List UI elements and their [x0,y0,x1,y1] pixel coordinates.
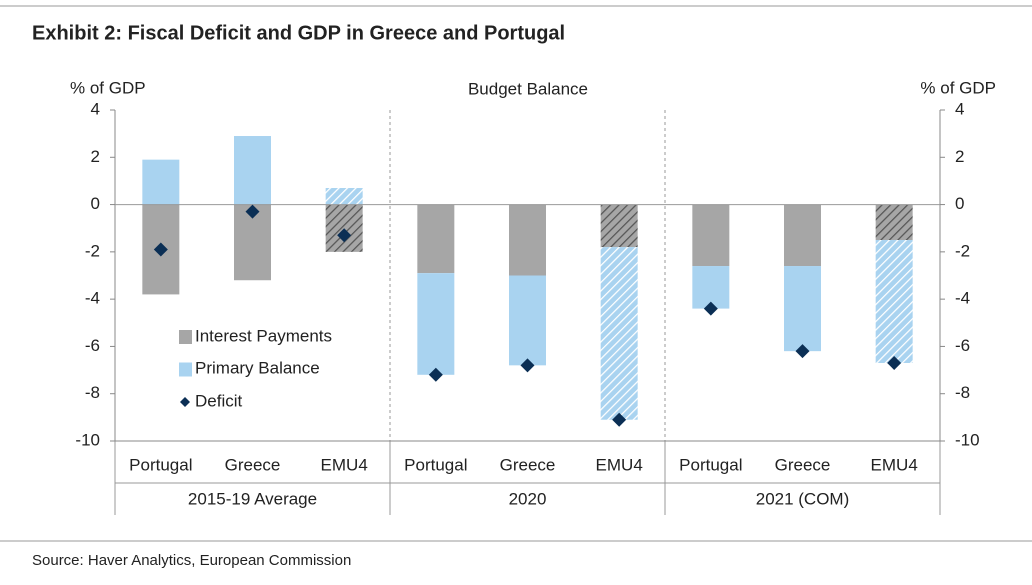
y-tick-label: -6 [85,336,100,355]
y2-tick-label: -2 [955,241,970,260]
bar-segment [875,204,913,241]
y-tick-label: 2 [91,147,100,166]
x-tick-label: Portugal [404,455,467,474]
group-label: 2015-19 Average [188,489,317,508]
y2-tick-label: -4 [955,289,970,308]
x-tick-label: Greece [500,455,556,474]
y-tick-label: 0 [91,194,100,213]
deficit-marker [245,204,260,219]
y-tick-label: -8 [85,383,100,402]
bar-segment [875,240,913,363]
deficit-marker [612,412,627,427]
deficit-marker [703,301,718,316]
bar-segment [417,204,455,274]
bar-segment [509,204,546,276]
group-label: 2021 (COM) [756,489,850,508]
bar-segment [600,204,638,248]
y2-tick-label: -10 [955,430,980,449]
deficit-marker [337,228,352,243]
legend-label: Deficit [195,391,243,410]
x-tick-label: Portugal [679,455,742,474]
y2-tick-label: 2 [955,147,964,166]
x-tick-label: EMU4 [871,455,918,474]
y-tick-label: -10 [75,430,100,449]
legend-marker [180,397,190,407]
y-axis-label: % of GDP [70,78,146,97]
source: Source: Haver Analytics, European Commis… [32,552,351,569]
chart-subtitle: Budget Balance [468,79,588,98]
deficit-marker [887,355,902,370]
legend-label: Interest Payments [195,326,332,345]
x-tick-label: Greece [225,455,281,474]
legend-swatch [179,330,192,344]
bar-segment [234,136,271,205]
y2-axis-label: % of GDP [920,78,996,97]
y-tick-label: 4 [91,99,100,118]
bar-segment [784,266,821,352]
bar-segment [509,275,546,366]
y2-tick-label: 4 [955,99,964,118]
y2-tick-label: 0 [955,194,964,213]
bar-segment [600,247,638,420]
legend-label: Primary Balance [195,358,320,377]
group-label: 2020 [509,489,547,508]
x-tick-label: EMU4 [596,455,643,474]
y-tick-label: -2 [85,241,100,260]
bar-segment [784,204,821,267]
bar-segment [325,204,363,252]
bar-segment [417,273,455,375]
bar-segment [325,188,363,205]
bar-segment [692,204,730,267]
legend-swatch [179,362,192,377]
deficit-marker [153,242,168,257]
deficit-marker [795,344,810,359]
y2-tick-label: -8 [955,383,970,402]
bar-segment [142,159,180,205]
deficit-marker [428,367,443,382]
chart-title: Exhibit 2: Fiscal Deficit and GDP in Gre… [32,22,565,44]
bar-segment [692,266,730,309]
legend: Interest Payments Primary Balance Defici… [195,326,332,410]
x-tick-label: Greece [775,455,831,474]
x-tick-label: Portugal [129,455,192,474]
y-tick-label: -4 [85,289,100,308]
deficit-marker [520,358,535,373]
y2-tick-label: -6 [955,336,970,355]
x-tick-label: EMU4 [321,455,368,474]
